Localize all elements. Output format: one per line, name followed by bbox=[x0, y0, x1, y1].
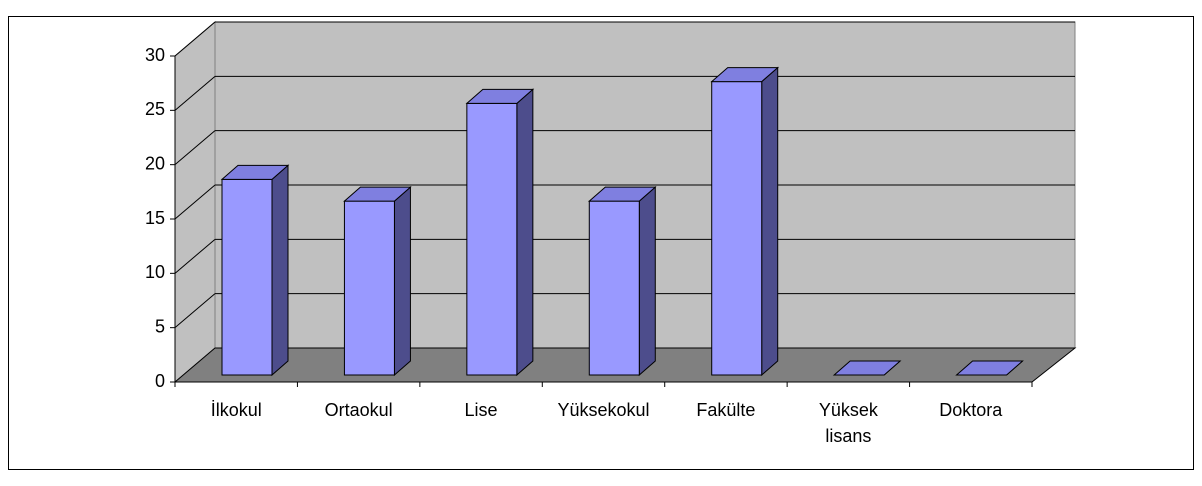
x-tick-label: Doktora bbox=[939, 400, 1003, 420]
y-tick-label: 5 bbox=[155, 316, 165, 336]
grid-line bbox=[174, 130, 216, 166]
bar bbox=[955, 360, 1024, 376]
y-tick-label: 25 bbox=[145, 99, 165, 119]
bar-front bbox=[466, 102, 518, 376]
bar-front bbox=[221, 178, 273, 376]
bar-top bbox=[465, 88, 535, 104]
grid-line bbox=[174, 75, 216, 111]
bar-top bbox=[587, 186, 657, 202]
x-tick-label: İlkokul bbox=[210, 400, 262, 420]
bar-top bbox=[710, 67, 780, 83]
bar-side bbox=[638, 186, 656, 377]
bar-front bbox=[343, 200, 395, 376]
x-tick-label: Fakülte bbox=[696, 400, 756, 420]
bar-top bbox=[220, 164, 290, 180]
grid-line bbox=[174, 238, 216, 274]
y-tick-label: 20 bbox=[145, 153, 165, 173]
x-tick-label: Ortaokul bbox=[324, 400, 393, 420]
x-tick-label: Yüksek lisans bbox=[818, 400, 878, 446]
bar-side bbox=[271, 164, 289, 377]
y-tick-label: 30 bbox=[145, 45, 165, 65]
bar-front bbox=[711, 81, 763, 376]
bar bbox=[832, 360, 902, 376]
bar bbox=[465, 88, 535, 377]
bar bbox=[710, 66, 780, 377]
bar bbox=[343, 186, 412, 377]
grid-line bbox=[174, 21, 216, 57]
y-tick-label: 15 bbox=[145, 208, 165, 228]
grid-line bbox=[174, 184, 216, 220]
bar-top bbox=[832, 360, 902, 376]
bar-front bbox=[588, 200, 640, 376]
y-tick-label: 0 bbox=[155, 371, 165, 391]
bar-side bbox=[516, 88, 534, 377]
x-tick-label: Lise bbox=[464, 400, 498, 420]
bar bbox=[587, 186, 657, 377]
bar-top bbox=[955, 360, 1024, 376]
y-tick-label: 10 bbox=[145, 262, 165, 282]
bar-top bbox=[343, 186, 412, 202]
bar-side bbox=[393, 186, 411, 377]
x-tick-label: Yüksekokul bbox=[557, 400, 650, 420]
bar bbox=[220, 164, 290, 377]
bar-side bbox=[761, 66, 779, 377]
grid-line bbox=[174, 293, 216, 329]
